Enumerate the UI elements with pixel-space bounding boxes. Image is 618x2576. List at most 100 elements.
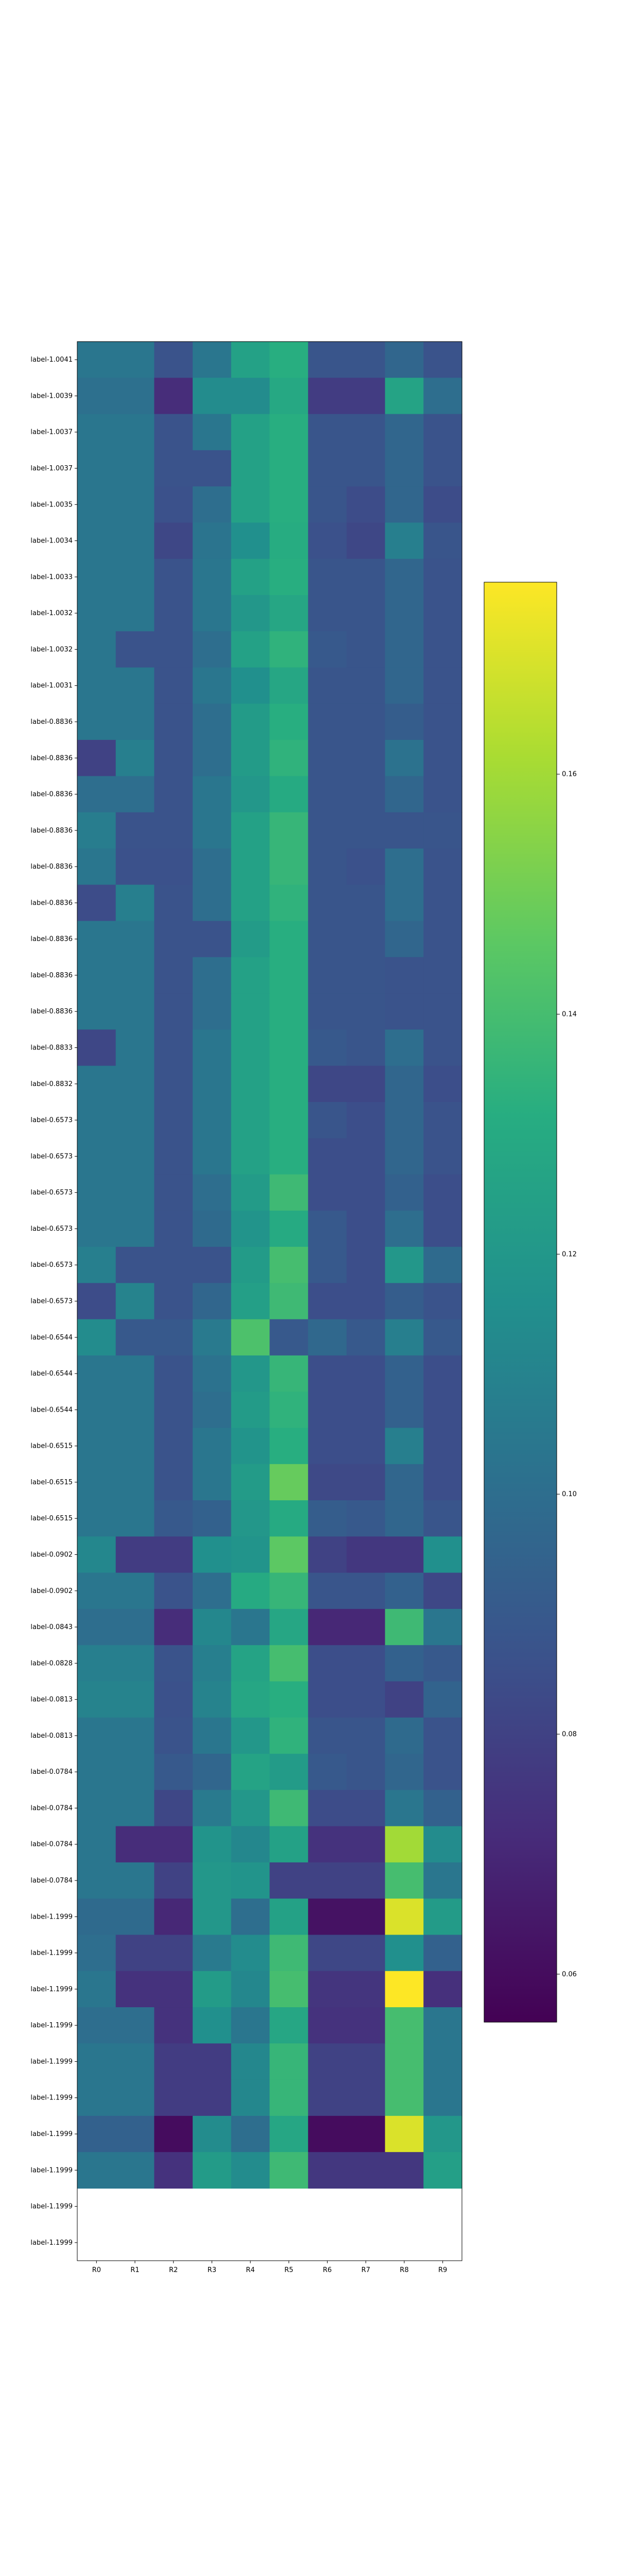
heatmap-cell — [115, 1065, 154, 1103]
heatmap-cell — [423, 2043, 462, 2080]
heatmap-cell — [346, 1247, 386, 1283]
heatmap-cell — [423, 740, 462, 776]
heatmap-cell — [423, 414, 462, 451]
heatmap-cell — [269, 1500, 308, 1537]
heatmap-cell — [193, 1355, 232, 1392]
heatmap-cell — [115, 378, 154, 415]
heatmap-cell — [269, 1029, 308, 1066]
heatmap-cell — [385, 740, 424, 776]
heatmap-cell — [154, 776, 193, 813]
heatmap-cell — [269, 414, 308, 451]
heatmap-cell — [154, 1319, 193, 1356]
heatmap-cell — [346, 450, 386, 487]
heatmap-cell — [346, 2115, 386, 2153]
heatmap-cell — [308, 1029, 347, 1066]
heatmap-cell — [269, 1428, 308, 1465]
heatmap-cell — [193, 1826, 232, 1863]
heatmap-cell — [77, 1029, 116, 1066]
heatmap-cell — [77, 1935, 116, 1972]
heatmap-cell — [77, 1428, 116, 1465]
heatmap-cell — [346, 558, 386, 596]
heatmap-cell — [231, 1862, 270, 1899]
heatmap-cell — [193, 1464, 232, 1501]
heatmap-cell — [423, 1717, 462, 1754]
heatmap-cell — [77, 1899, 116, 1936]
heatmap-cell — [423, 2079, 462, 2116]
heatmap-cell — [423, 812, 462, 849]
heatmap-cell — [115, 703, 154, 740]
heatmap-cell — [385, 558, 424, 596]
heatmap-cell — [193, 1971, 232, 2008]
heatmap-cell — [77, 1681, 116, 1718]
heatmap-cell — [423, 703, 462, 740]
heatmap-cell — [193, 703, 232, 740]
heatmap-cell — [308, 848, 347, 885]
heatmap-cell — [308, 1608, 347, 1646]
column-tick-label: R8 — [400, 2266, 408, 2274]
heatmap-cell — [115, 1681, 154, 1718]
heatmap-cell — [231, 1029, 270, 1066]
heatmap-cell — [154, 1355, 193, 1392]
heatmap-cell — [385, 776, 424, 813]
heatmap-cell — [308, 667, 347, 704]
heatmap-cell — [77, 740, 116, 776]
row-tick-label: label-0.8836 — [30, 1008, 73, 1015]
heatmap-cell — [115, 2115, 154, 2153]
heatmap-cell — [269, 1283, 308, 1320]
heatmap-cell — [346, 848, 386, 885]
heatmap-cell — [77, 1247, 116, 1283]
heatmap-cell — [231, 1572, 270, 1609]
heatmap-cell — [115, 1210, 154, 1247]
heatmap-cell — [231, 2115, 270, 2153]
row-tick-label: label-0.0843 — [30, 1623, 73, 1631]
row-tick-label: label-1.1999 — [30, 2130, 73, 2138]
row-tick-label: label-0.0902 — [30, 1551, 73, 1558]
heatmap-cell — [154, 1428, 193, 1465]
heatmap-cell — [77, 1790, 116, 1827]
heatmap-cell — [77, 993, 116, 1030]
heatmap-cell — [193, 1428, 232, 1465]
heatmap-cell — [231, 1355, 270, 1392]
heatmap-cell — [193, 1174, 232, 1211]
heatmap-cell — [269, 1210, 308, 1247]
row-tick-label: label-1.0041 — [30, 356, 73, 364]
heatmap-cell — [423, 1101, 462, 1139]
heatmap-cell — [231, 1319, 270, 1356]
heatmap-cell — [77, 2115, 116, 2153]
heatmap-cell — [193, 2043, 232, 2080]
heatmap-cell — [193, 740, 232, 776]
heatmap-cell — [115, 740, 154, 776]
heatmap-cell — [385, 957, 424, 994]
heatmap-cell — [308, 1536, 347, 1573]
heatmap-cell — [269, 1174, 308, 1211]
heatmap-cell — [154, 667, 193, 704]
heatmap-cell — [154, 1174, 193, 1211]
heatmap-cell — [346, 1971, 386, 2008]
row-labels: label-1.0041 label-1.0039 label-1.0037 labe… — [30, 356, 77, 2247]
heatmap-cell — [115, 848, 154, 885]
heatmap-cell — [115, 1608, 154, 1646]
heatmap-cell — [346, 1572, 386, 1609]
heatmap-cell — [346, 1464, 386, 1501]
heatmap-cell — [115, 1717, 154, 1754]
heatmap-cell — [385, 1681, 424, 1718]
heatmap-cell — [269, 2115, 308, 2153]
heatmap-cell — [269, 1101, 308, 1139]
heatmap-cell — [385, 1536, 424, 1573]
heatmap-cell — [423, 1500, 462, 1537]
heatmap-cell — [231, 1392, 270, 1429]
heatmap-cell — [308, 957, 347, 994]
heatmap-cell — [77, 486, 116, 523]
heatmap-cell — [193, 342, 232, 378]
heatmap-cell — [193, 1790, 232, 1827]
row-tick-label: label-0.8836 — [30, 827, 73, 835]
column-tick-label: R0 — [92, 2266, 101, 2274]
heatmap-cell — [77, 957, 116, 994]
row-tick-label: label-0.6515 — [30, 1443, 73, 1450]
heatmap-cell — [385, 1500, 424, 1537]
heatmap-cell — [193, 2115, 232, 2153]
heatmap-cell — [115, 1247, 154, 1283]
heatmap-cell — [308, 1681, 347, 1718]
heatmap-cell — [231, 1101, 270, 1139]
heatmap-cell — [423, 1247, 462, 1283]
